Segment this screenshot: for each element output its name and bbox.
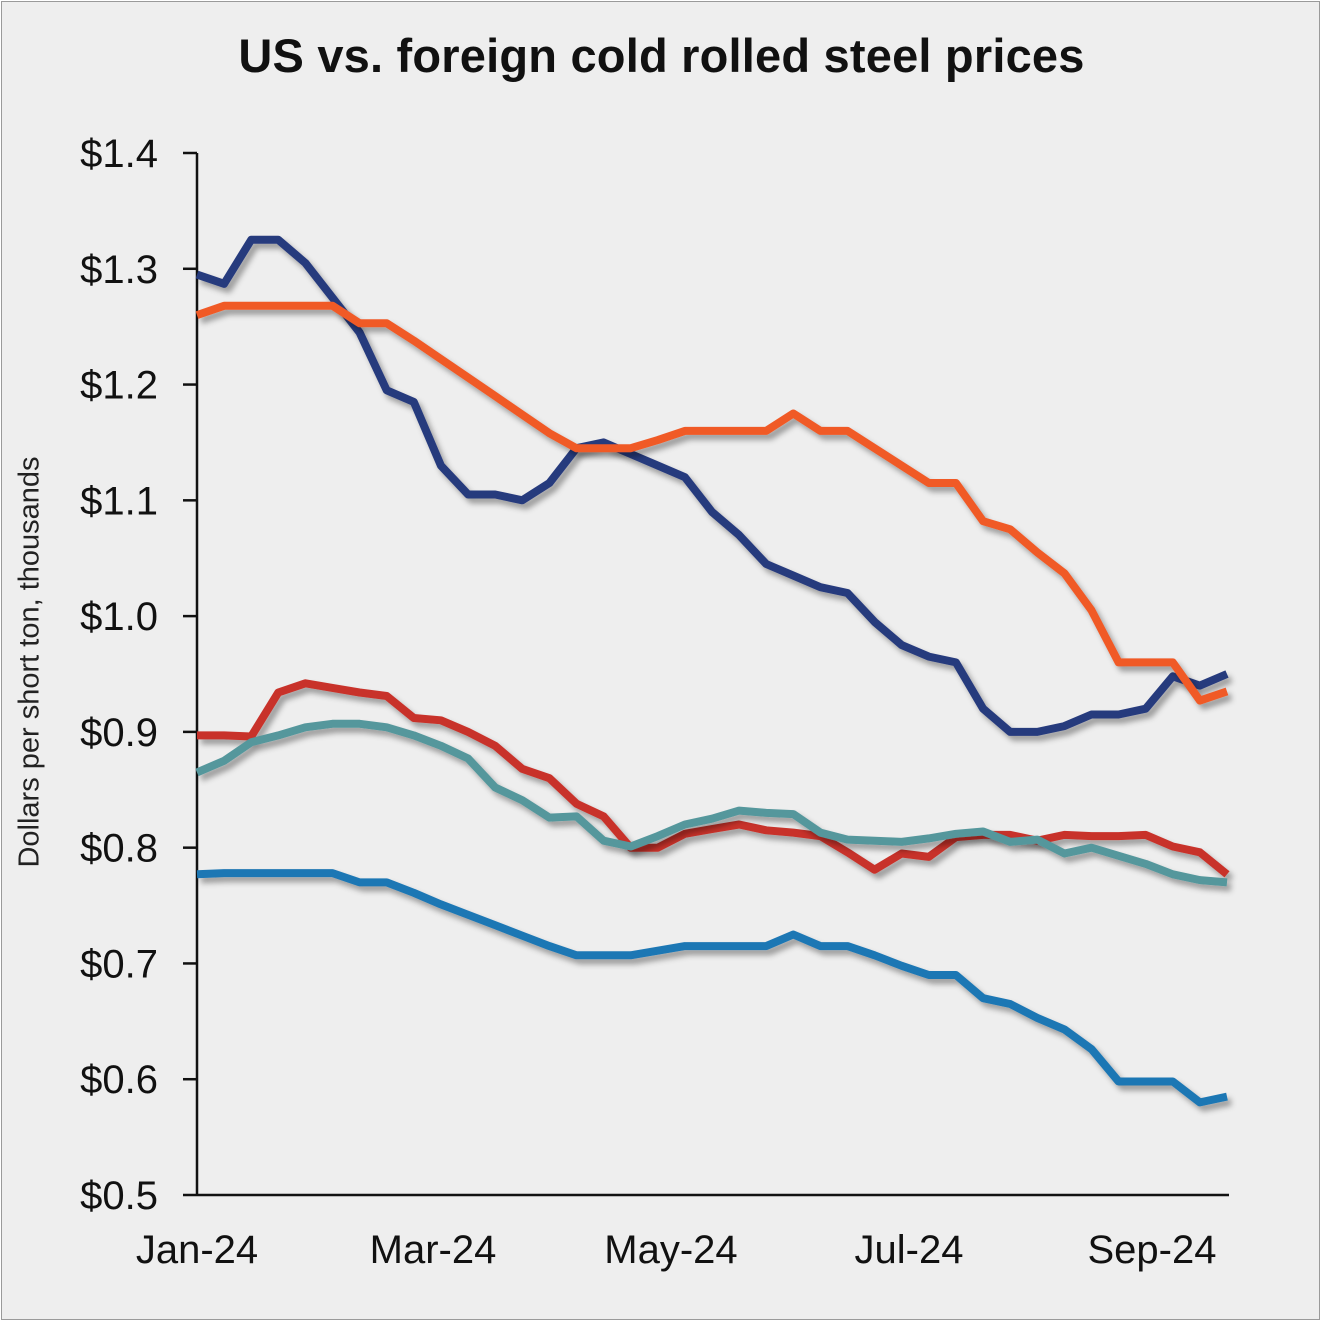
axes: $0.5 $0.6 $0.7 $0.8 $0.9 $1.0 $1.1 $1.2 $1.3 $1.4… (80, 132, 1229, 1272)
x-tick-label: May-24 (604, 1228, 737, 1272)
x-tick-label: Jul-24 (855, 1228, 964, 1272)
y-tick-label: $0.8 (80, 827, 158, 871)
series-layer (195, 235, 1230, 1107)
y-tick-label: $0.7 (80, 942, 158, 986)
series-line-2 (195, 301, 1229, 705)
y-tick-label: $0.6 (80, 1058, 158, 1102)
series-line-5 (196, 869, 1228, 1107)
chart-title: US vs. foreign cold rolled steel prices (238, 29, 1085, 82)
x-tick-label: Jan-24 (136, 1228, 258, 1272)
series-line-4 (195, 719, 1228, 887)
x-tick-label: Sep-24 (1088, 1228, 1217, 1272)
y-tick-label: $1.3 (80, 248, 158, 292)
y-tick-label: $0.9 (80, 711, 158, 755)
series-line-3 (197, 679, 1230, 878)
x-tick-label: Mar-24 (370, 1228, 497, 1272)
y-tick-label: $0.5 (80, 1174, 158, 1218)
y-tick-label: $1.4 (80, 132, 158, 176)
y-tick-label: $1.0 (80, 595, 158, 639)
y-tick-label: $1.1 (80, 479, 158, 523)
series-line-1 (195, 235, 1229, 736)
y-tick-label: $1.2 (80, 364, 158, 408)
